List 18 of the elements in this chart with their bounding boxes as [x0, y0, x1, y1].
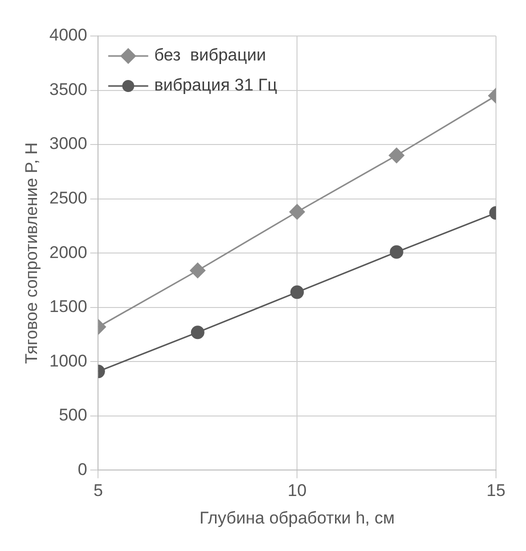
y-axis-title: Тяговое сопротивление P, Н	[22, 142, 41, 364]
y-tick-label: 1500	[49, 297, 88, 316]
y-tick-label: 3500	[49, 80, 88, 99]
x-tick-label: 10	[288, 481, 307, 500]
y-tick-label: 4000	[49, 26, 88, 45]
legend-label: вибрация 31 Гц	[154, 76, 278, 95]
x-tick-label: 5	[93, 481, 103, 500]
y-tick-label: 3000	[49, 134, 88, 154]
x-tick-label: 15	[486, 481, 506, 500]
y-tick-label: 0	[78, 460, 88, 479]
point	[289, 204, 305, 220]
y-tick-label: 500	[58, 406, 88, 425]
y-tick-label: 1000	[49, 351, 88, 370]
x-axis-title: Глубина обработки h, см	[200, 508, 395, 528]
legend-label: без вибрации	[154, 46, 266, 65]
y-tick-label: 2500	[49, 188, 88, 208]
point	[290, 285, 304, 299]
y-tick-label: 2000	[49, 242, 88, 262]
